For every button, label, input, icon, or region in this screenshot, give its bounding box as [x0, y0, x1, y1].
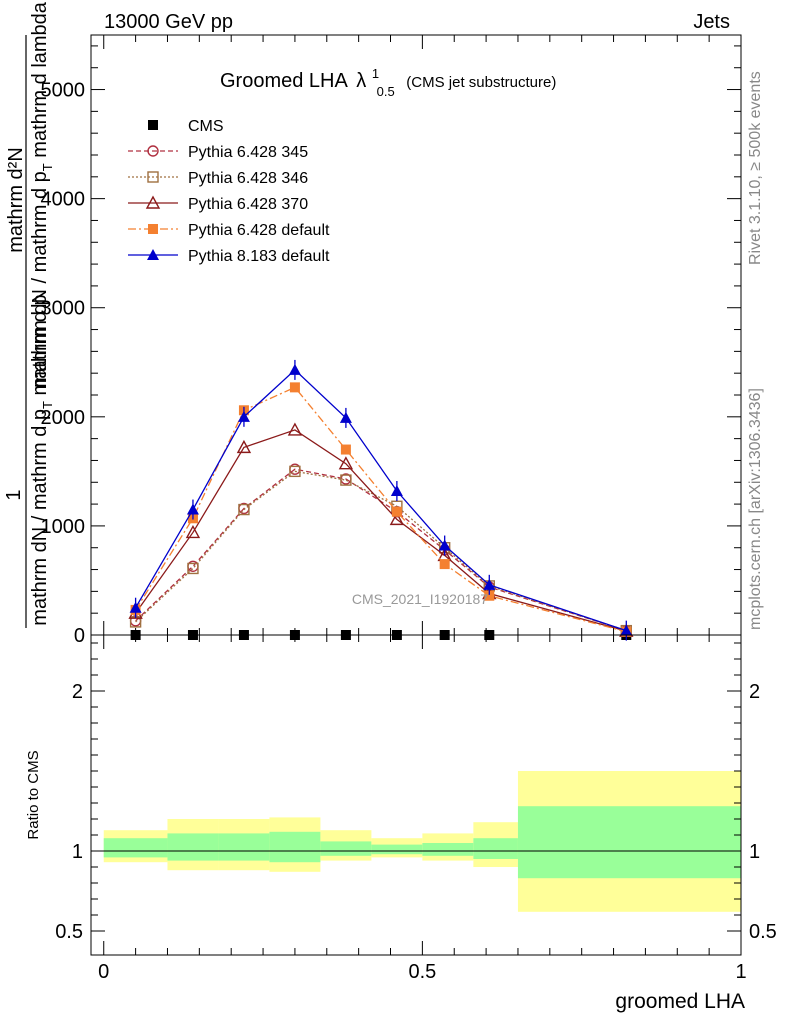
legend-label: Pythia 6.428 346 [188, 170, 308, 187]
ylabel-frac-bottom: mathrm dN / mathrm d pT mathrm d p [29, 294, 55, 625]
series-line [135, 470, 627, 632]
data-point [389, 511, 405, 526]
x-tick-label: 0 [98, 961, 109, 983]
legend-marker [148, 120, 158, 130]
y-tick-label: 3000 [41, 298, 86, 320]
legend-marker [147, 249, 159, 260]
legend-marker [145, 195, 161, 209]
legend: CMS Pythia 6.428 345 Pythia 6.428 346 Pythi… [128, 118, 330, 265]
ratio-plot-frame [90, 634, 742, 956]
ratio-y-label: Ratio to CMS [25, 750, 42, 839]
ratio-band-inner [167, 833, 219, 861]
x-tick-label: 1 [735, 961, 746, 983]
y-tick-label: 0 [74, 625, 85, 647]
title-text: Groomed LHA [220, 70, 348, 92]
data-point [289, 465, 301, 478]
analysis-watermark: CMS_2021_I1920187 [352, 591, 488, 607]
ratio-band-inner [103, 838, 168, 858]
ratio-tick-label: 1 [72, 841, 83, 863]
ratio-bands [103, 771, 741, 912]
data-point [185, 524, 201, 539]
title-sup: 1 [372, 66, 379, 81]
ratio-tick-label-right: 0.5 [749, 921, 777, 943]
ylabel-numerator: 1 [3, 489, 25, 500]
data-point [390, 485, 403, 496]
svg-text:Groomed LHA λ 1: Groomed LHA λ 1 0.5 (CMS jet substructur… [220, 61, 556, 101]
title-symbol: λ [356, 70, 366, 92]
x-tick-label: 0.5 [408, 961, 436, 983]
data-point [439, 559, 450, 570]
y-tick-label: 1000 [41, 516, 86, 538]
data-point [484, 590, 495, 601]
title-sub: 0.5 [377, 84, 395, 99]
data-point [338, 456, 354, 470]
data-point [339, 411, 352, 423]
data-point [186, 503, 199, 515]
side-label-rivet: Rivet 3.1.10, ≥ 500k events [747, 71, 764, 265]
ratio-band-inner [320, 841, 372, 856]
series-line [135, 468, 627, 632]
data-point [340, 444, 351, 455]
main-series-layer [128, 359, 634, 641]
y-tick-label: 2000 [41, 407, 86, 429]
ratio-tick-label-right: 1 [749, 841, 760, 863]
main-axis-ticks: 0 1000 2000 3000 4000 5000 [41, 35, 742, 647]
y-axis-label: 1 mathrm d²N mathrm dN / mathrm d pT mat… [3, 1, 55, 628]
legend-label: Pythia 6.428 345 [188, 144, 308, 161]
ratio-band-inner [422, 843, 474, 856]
y-tick-label: 5000 [41, 80, 86, 102]
title-note: (CMS jet substructure) [406, 74, 556, 91]
ratio-band-inner [218, 833, 270, 861]
ratio-band-inner [269, 831, 321, 863]
header-right: Jets [693, 11, 730, 33]
legend-label: Pythia 6.428 370 [188, 196, 308, 213]
series-line [135, 429, 627, 632]
header-left: 13000 GeV pp [104, 11, 233, 33]
data-point [340, 474, 352, 486]
ratio-tick-label: 2 [72, 681, 83, 703]
ratio-band-inner [371, 844, 423, 855]
ylabel-frac-top: mathrm d²N [5, 147, 27, 253]
side-label-mcplots: mcplots.cern.ch [arXiv:1306.3436] [747, 388, 764, 630]
ratio-tick-label: 0.5 [55, 921, 83, 943]
data-point [187, 562, 199, 575]
y-tick-label: 4000 [41, 189, 86, 211]
legend-marker [148, 224, 158, 234]
data-point [287, 422, 303, 436]
series-5 [129, 359, 633, 641]
plot-title: Groomed LHA λ 1 0.5 (CMS jet substructur… [220, 61, 556, 101]
legend-label: Pythia 8.183 default [188, 248, 330, 265]
data-point [238, 503, 250, 516]
data-point [289, 382, 300, 393]
data-point [391, 506, 402, 517]
ylabel-frac-mid: mathrm dN / mathrm d pT mathrm d lambda [29, 1, 55, 388]
data-point [620, 624, 633, 636]
legend-marker [147, 171, 159, 183]
ratio-band-inner [517, 806, 741, 879]
ratio-tick-label-right: 2 [749, 681, 760, 703]
data-point [483, 578, 496, 590]
legend-marker [147, 145, 159, 157]
ratio-band-inner [473, 838, 518, 859]
data-point [236, 439, 252, 454]
data-point [129, 601, 142, 613]
x-axis-label: groomed LHA [615, 990, 745, 1013]
legend-label: CMS [188, 118, 224, 135]
legend-label: Pythia 6.428 default [188, 222, 330, 239]
data-point [237, 410, 250, 422]
data-point [288, 363, 301, 375]
data-point [438, 539, 451, 551]
ratio-axis-ticks: 0.5 0.51 12 20 0.5 1 [55, 635, 777, 983]
